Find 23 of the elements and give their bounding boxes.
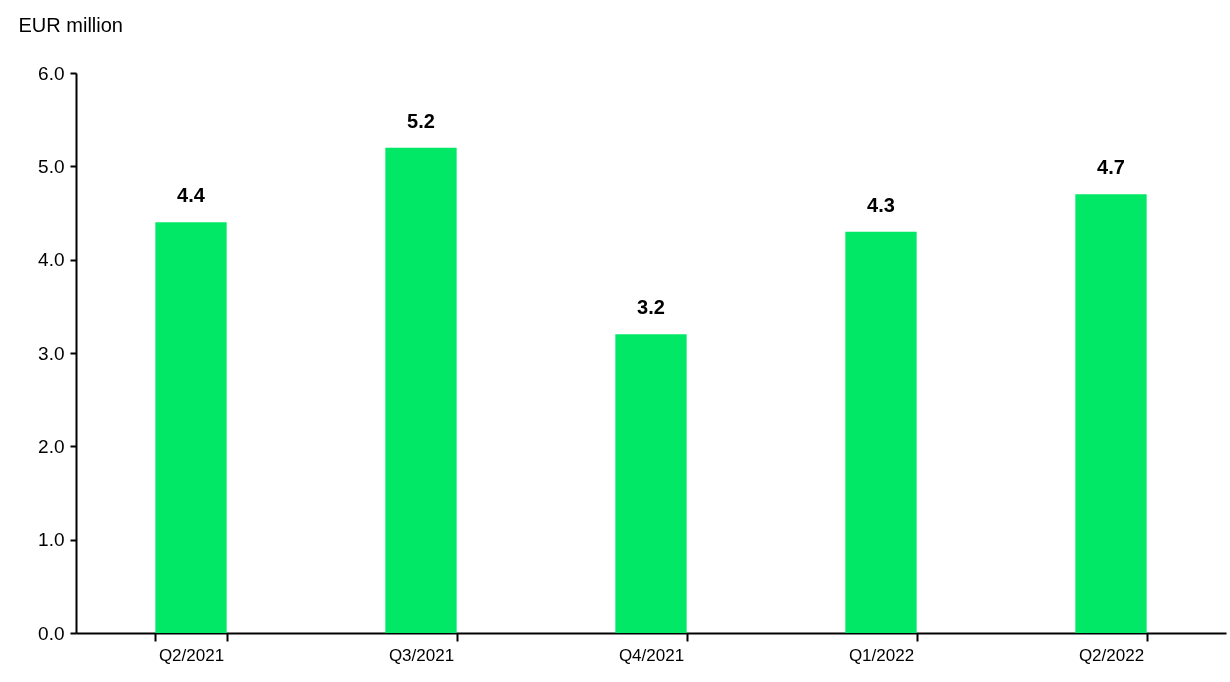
x-tick-label: Q4/2021 — [618, 645, 685, 665]
data-label: 4.4 — [177, 184, 206, 207]
y-tick-label: 6.0 — [38, 62, 65, 84]
bar — [385, 147, 457, 633]
y-tick-label: 5.0 — [38, 155, 65, 177]
x-tick-label: Q3/2021 — [388, 645, 455, 665]
y-tick-label: 3.0 — [38, 342, 65, 364]
bar — [845, 231, 917, 633]
bar — [615, 334, 687, 633]
y-tick-label: 1.0 — [38, 529, 65, 551]
data-label: 5.2 — [407, 109, 435, 132]
y-axis-title: EUR million — [18, 13, 123, 36]
x-tick-label: Q2/2022 — [1078, 645, 1145, 665]
data-label: 3.2 — [637, 296, 665, 319]
bar — [1075, 194, 1147, 633]
x-tick-label: Q1/2022 — [848, 645, 915, 665]
y-tick-label: 4.0 — [38, 249, 65, 271]
x-tick-label: Q2/2021 — [158, 645, 225, 665]
y-tick-label: 0.0 — [38, 622, 65, 644]
y-tick-label: 2.0 — [38, 435, 65, 457]
data-label: 4.3 — [867, 193, 895, 216]
bar — [155, 222, 227, 633]
data-label: 4.7 — [1097, 156, 1125, 179]
